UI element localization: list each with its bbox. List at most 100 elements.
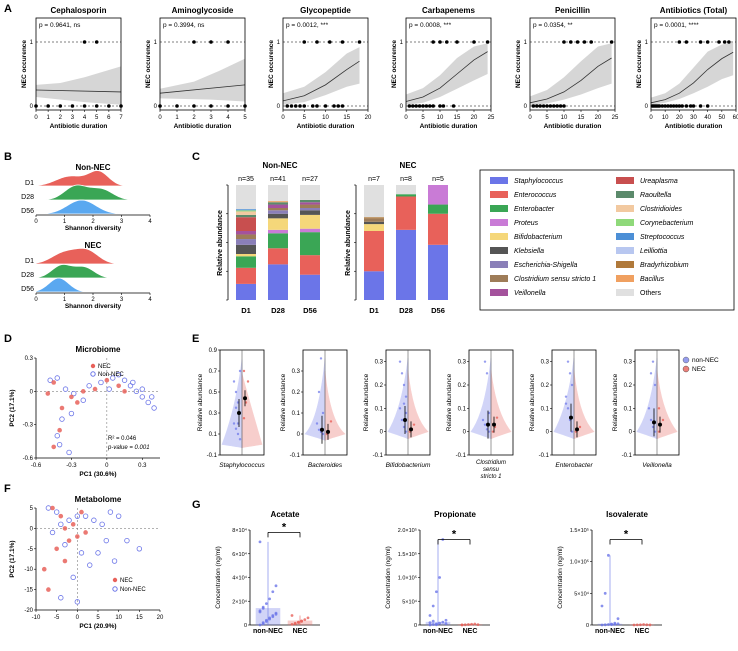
data-point	[483, 423, 487, 426]
plot-title: Propionate	[434, 510, 476, 519]
tick-label: 10	[561, 115, 568, 121]
confidence-band	[36, 66, 121, 105]
tick-label: 0	[414, 623, 417, 629]
data-point	[258, 540, 262, 544]
panel-label-B: B	[4, 151, 12, 163]
data-point	[70, 522, 76, 527]
data-point	[127, 383, 134, 389]
data-point	[680, 104, 684, 108]
tick-label: -0.1	[622, 453, 633, 459]
data-point	[663, 104, 667, 108]
data-point	[444, 618, 448, 622]
tick-label: 0	[34, 219, 38, 225]
category-label: non-NEC	[595, 628, 625, 635]
data-point	[151, 405, 157, 411]
tick-label: -10	[24, 567, 33, 573]
group-title: NEC	[85, 241, 102, 250]
y-axis-label: Concentration (ng/ml)	[215, 546, 222, 609]
data-point	[82, 104, 87, 108]
data-point	[677, 40, 682, 44]
tick-label: 5×10⁴	[402, 598, 417, 605]
data-point	[613, 622, 617, 626]
bar-segment	[364, 271, 384, 300]
y-axis-label: Relative abundance	[345, 210, 352, 276]
data-point	[582, 40, 587, 44]
tick-label: 0.1	[458, 406, 467, 412]
data-point	[261, 622, 265, 626]
plot-title: Cephalosporin	[50, 6, 106, 15]
plot-frame	[405, 17, 492, 111]
data-point	[661, 418, 665, 422]
data-point	[651, 360, 655, 363]
legend-swatch	[490, 219, 508, 226]
data-point	[58, 595, 64, 601]
data-point	[321, 411, 325, 415]
data-point	[209, 40, 213, 44]
y-axis-label: Relative abundance	[529, 373, 536, 431]
taxon-label: Enterobacter	[555, 462, 593, 469]
stat-label: p = 0.0008, ***	[409, 22, 452, 29]
data-point	[58, 513, 64, 519]
legend-label: NEC	[120, 578, 133, 584]
data-point	[340, 40, 345, 44]
tick-label: -0.6	[31, 463, 42, 469]
bar-segment	[364, 221, 384, 225]
data-point	[404, 395, 408, 398]
bar-segment	[300, 185, 320, 200]
data-point	[607, 553, 610, 557]
data-point	[192, 40, 196, 44]
row-label: D56	[21, 208, 34, 215]
data-point	[110, 375, 116, 381]
data-point	[438, 104, 442, 108]
mean-marker	[237, 411, 241, 415]
data-point	[62, 526, 68, 531]
stat-label: p = 0.0012, ***	[286, 22, 329, 29]
bar-segment	[236, 244, 256, 254]
data-point	[444, 622, 448, 625]
bar-segment	[268, 229, 288, 234]
data-point	[75, 534, 80, 539]
tick-label: 15	[578, 115, 585, 121]
y-axis-label: Relative abundance	[280, 373, 287, 431]
tick-label: 0.3	[292, 369, 301, 375]
data-point	[402, 402, 406, 405]
data-point	[298, 104, 302, 108]
bar-segment	[236, 185, 256, 210]
data-point	[616, 617, 620, 621]
legend-swatch	[616, 177, 634, 184]
data-point	[632, 623, 636, 627]
taxon-label-line: sensu	[483, 467, 500, 473]
bar-segment	[364, 217, 384, 219]
tick-label: 4×10⁴	[232, 575, 247, 582]
category-label: D56	[431, 306, 445, 315]
data-point	[398, 407, 402, 410]
data-point	[315, 422, 319, 425]
data-point	[54, 546, 59, 552]
data-point	[545, 104, 549, 108]
tick-label: 1.5×10⁵	[398, 551, 417, 558]
tick-label: 0.2	[458, 383, 467, 389]
legend-label: Escherichia-Shigella	[514, 262, 578, 269]
legend-label: Clostridium sensu stricto 1	[514, 276, 596, 283]
tick-label: 0.5	[209, 390, 218, 396]
data-point	[115, 371, 122, 378]
legend-swatch	[616, 275, 634, 282]
plot-frame	[159, 17, 246, 111]
data-point	[302, 40, 307, 44]
data-point	[698, 104, 703, 108]
legend-label: NEC	[692, 366, 706, 373]
tick-label: 2	[91, 219, 95, 225]
legend-marker	[682, 365, 690, 373]
data-point	[568, 372, 572, 375]
mean-marker	[658, 422, 662, 427]
tick-label: 1	[30, 40, 34, 46]
legend-marker	[112, 586, 118, 592]
tick-label: 0	[281, 115, 285, 121]
data-point	[83, 530, 88, 535]
data-point	[238, 369, 242, 373]
fit-line	[650, 51, 734, 104]
data-point	[258, 610, 262, 614]
data-point	[674, 104, 679, 108]
data-point	[145, 399, 151, 406]
data-point	[58, 104, 63, 108]
